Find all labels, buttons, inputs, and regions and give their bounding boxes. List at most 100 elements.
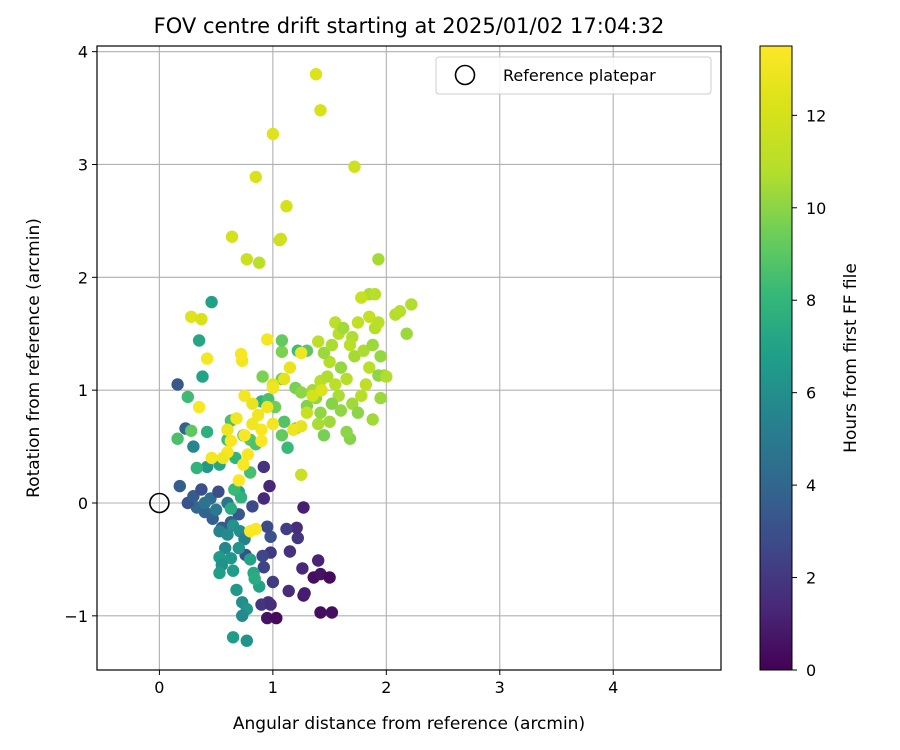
legend-label: Reference platepar bbox=[503, 66, 656, 85]
data-point bbox=[257, 492, 270, 505]
y-tick-label: 2 bbox=[78, 268, 88, 287]
data-point bbox=[290, 521, 303, 534]
data-point bbox=[405, 298, 418, 311]
data-point bbox=[240, 634, 253, 647]
data-point bbox=[261, 520, 274, 533]
data-point bbox=[368, 288, 382, 301]
plot-frame bbox=[96, 45, 722, 671]
data-point bbox=[314, 104, 327, 117]
data-point bbox=[244, 525, 257, 538]
data-point bbox=[171, 378, 184, 391]
legend-marker-icon bbox=[454, 64, 476, 86]
data-point bbox=[317, 346, 331, 360]
data-point bbox=[244, 553, 257, 566]
data-point bbox=[270, 611, 283, 625]
data-point bbox=[264, 530, 277, 543]
data-point bbox=[257, 460, 270, 474]
x-axis-ticks: 0 1 2 3 4 bbox=[154, 670, 618, 697]
data-point bbox=[346, 397, 359, 410]
colorbar-tick-label: 10 bbox=[806, 199, 826, 218]
data-point bbox=[355, 389, 368, 402]
data-point bbox=[261, 611, 274, 625]
y-tick-label: 4 bbox=[78, 43, 88, 62]
data-point bbox=[312, 554, 325, 567]
data-point bbox=[171, 432, 184, 445]
data-point bbox=[256, 370, 269, 383]
data-point bbox=[400, 327, 413, 340]
data-point bbox=[192, 400, 206, 414]
data-point bbox=[261, 400, 274, 414]
data-point bbox=[393, 305, 407, 318]
y-axis-label: Rotation from reference (arcmin) bbox=[24, 218, 44, 498]
data-point bbox=[241, 448, 255, 461]
data-point bbox=[325, 397, 339, 410]
data-point bbox=[340, 425, 353, 439]
data-point bbox=[366, 338, 379, 352]
y-tick-label: 0 bbox=[78, 494, 88, 513]
data-point bbox=[312, 335, 325, 348]
data-point bbox=[363, 310, 376, 323]
colorbar-ticks: 0 2 4 6 8 10 12 bbox=[792, 106, 826, 680]
data-point bbox=[334, 361, 348, 374]
data-point bbox=[200, 352, 214, 365]
data-point bbox=[255, 423, 268, 436]
data-point bbox=[348, 350, 361, 363]
data-point bbox=[195, 312, 208, 326]
data-point bbox=[323, 415, 336, 428]
data-point bbox=[298, 587, 311, 600]
data-point bbox=[374, 350, 387, 363]
data-point bbox=[238, 429, 251, 442]
data-point bbox=[248, 572, 261, 585]
data-point bbox=[190, 461, 203, 475]
data-point bbox=[323, 355, 336, 369]
data-point bbox=[275, 334, 289, 347]
data-point bbox=[221, 528, 234, 541]
data-point bbox=[283, 361, 297, 374]
chart-title: FOV centre drift starting at 2025/01/02 … bbox=[154, 14, 665, 38]
data-point bbox=[224, 552, 238, 565]
data-point bbox=[317, 429, 331, 442]
data-point bbox=[249, 170, 262, 184]
data-point bbox=[334, 404, 348, 417]
data-point bbox=[325, 606, 339, 619]
data-point bbox=[266, 127, 280, 141]
data-point bbox=[323, 571, 336, 584]
data-point bbox=[251, 408, 265, 422]
data-point bbox=[351, 316, 365, 329]
data-point bbox=[246, 397, 259, 410]
data-point bbox=[198, 496, 211, 510]
data-point bbox=[321, 370, 334, 383]
data-point bbox=[300, 406, 314, 419]
legend-box bbox=[435, 56, 712, 95]
data-point bbox=[274, 232, 287, 246]
data-point bbox=[278, 415, 291, 428]
data-point bbox=[315, 384, 328, 397]
data-point bbox=[355, 291, 368, 304]
data-point bbox=[263, 479, 276, 493]
y-tick-label: −1 bbox=[64, 607, 88, 626]
data-point bbox=[291, 531, 304, 545]
data-point bbox=[295, 346, 308, 360]
data-point bbox=[359, 378, 373, 391]
data-point bbox=[306, 389, 319, 402]
data-point bbox=[255, 598, 268, 611]
data-point bbox=[173, 479, 186, 493]
data-point bbox=[225, 230, 239, 243]
data-point bbox=[185, 424, 198, 437]
data-point bbox=[255, 434, 268, 448]
data-point bbox=[357, 344, 370, 357]
data-point bbox=[312, 417, 325, 431]
x-tick-label: 0 bbox=[154, 678, 164, 697]
x-tick-label: 2 bbox=[381, 678, 391, 697]
data-point bbox=[363, 361, 376, 374]
data-point bbox=[275, 429, 289, 442]
data-point bbox=[209, 503, 223, 516]
data-point bbox=[351, 406, 365, 419]
data-point bbox=[337, 321, 350, 335]
data-point bbox=[230, 412, 243, 425]
data-point bbox=[253, 256, 266, 269]
data-point bbox=[232, 541, 245, 555]
data-point bbox=[181, 390, 194, 404]
data-point bbox=[236, 609, 249, 622]
